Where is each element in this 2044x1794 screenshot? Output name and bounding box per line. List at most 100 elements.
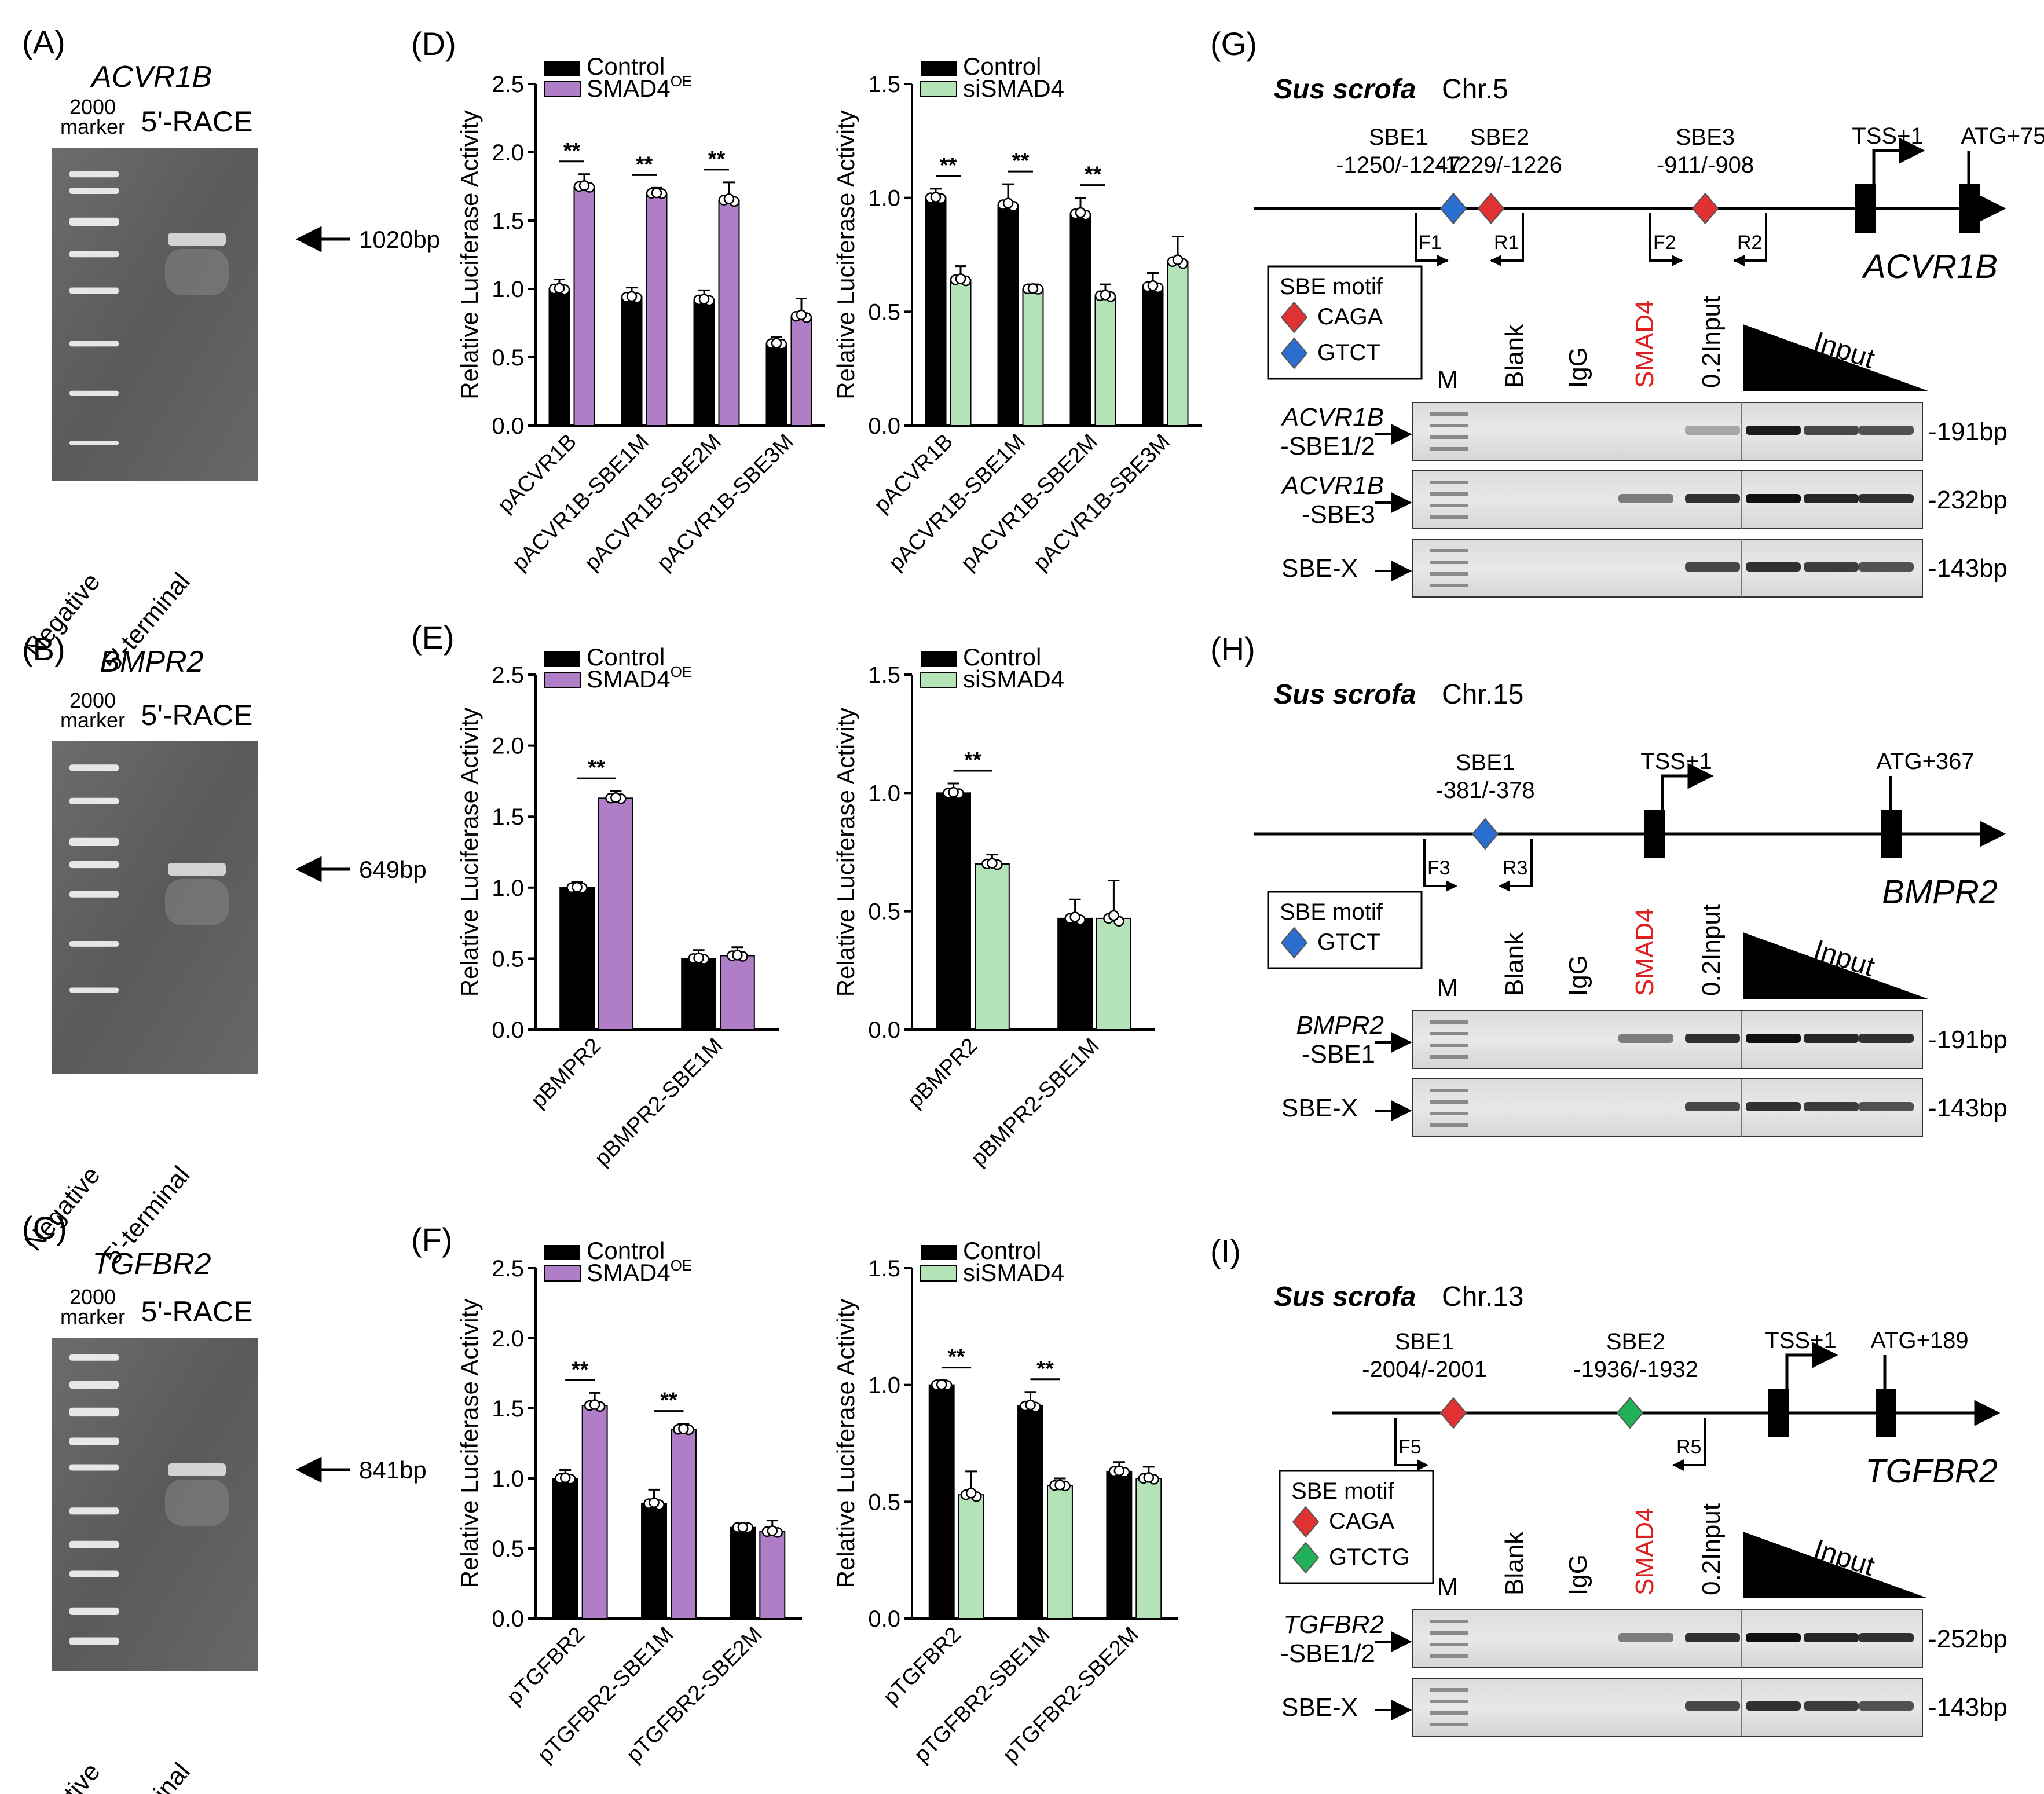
data-point xyxy=(1100,290,1111,301)
bar xyxy=(548,288,570,426)
significance-marker: ** xyxy=(948,1345,965,1370)
tss-label: TSS+1 xyxy=(1640,749,1712,774)
x-tick-label: pACVR1B-SBE2M xyxy=(957,430,1102,576)
significance-marker: ** xyxy=(708,147,726,171)
sbe-site-position: -911/-908 xyxy=(1657,152,1754,178)
sbe-site-diamond xyxy=(1292,1506,1320,1538)
bar xyxy=(681,958,716,1031)
species-title: Sus scrofa xyxy=(1274,1282,1416,1312)
y-tick-label: 0.5 xyxy=(492,946,524,972)
lane-label: 0.2Input xyxy=(1697,296,1726,388)
y-tick-label: 2.0 xyxy=(492,734,524,759)
ladder-band xyxy=(69,1570,119,1577)
significance-marker: ** xyxy=(636,152,653,177)
reverse-primer-label: R1 xyxy=(1494,232,1519,254)
data-point xyxy=(678,1423,689,1434)
motif-legend-label: GTCT xyxy=(1317,929,1380,955)
ladder-band xyxy=(69,861,119,869)
row-site-label: -SBE3 xyxy=(1302,500,1375,529)
y-axis-label: Relative Luciferase Activity xyxy=(832,1299,859,1588)
pcr-band xyxy=(1804,494,1859,503)
sample-band xyxy=(168,1463,226,1476)
ladder-band xyxy=(69,1507,119,1515)
y-tick-label: 1.5 xyxy=(492,1396,524,1422)
y-tick-label: 0.5 xyxy=(868,1489,900,1515)
reverse-primer xyxy=(1672,1418,1706,1471)
data-point xyxy=(1002,197,1014,209)
bar xyxy=(559,887,595,1031)
legend-label-control: Control xyxy=(963,643,1041,671)
bar xyxy=(1022,288,1044,426)
sbe-site-name: SBE2 xyxy=(1470,125,1529,150)
data-point xyxy=(737,1522,749,1533)
significance-marker: ** xyxy=(1036,1357,1054,1381)
reverse-primer xyxy=(1490,213,1524,266)
bar xyxy=(1047,1485,1073,1620)
sbe-site-diamond xyxy=(1691,192,1719,225)
row-gene-label: BMPR2 xyxy=(1296,1011,1384,1039)
y-tick-label: 1.5 xyxy=(868,662,900,688)
ladder-band xyxy=(69,1637,119,1645)
sbe-site-name: SBE2 xyxy=(1606,1329,1665,1354)
pcr-band xyxy=(1685,562,1740,572)
reverse-primer-label: R2 xyxy=(1737,232,1762,254)
bar xyxy=(958,1494,984,1620)
sbe-site-position: -1250/-1247 xyxy=(1336,152,1461,178)
y-tick-label: 1.0 xyxy=(492,277,524,302)
panel-label: (I) xyxy=(1210,1233,1241,1269)
sample-smear xyxy=(165,879,229,925)
legend-swatch-treatment xyxy=(544,1265,581,1282)
row-gene-label: SBE-X xyxy=(1281,1693,1358,1722)
lane-label: SMAD4 xyxy=(1631,1507,1659,1595)
bar xyxy=(641,1503,667,1620)
pcr-band xyxy=(1859,1701,1914,1711)
significance-marker: ** xyxy=(1012,149,1030,173)
band-size-label: -232bp xyxy=(1928,486,2008,514)
chip-gel-row: SBE-X -143bp xyxy=(1281,1678,2008,1737)
y-tick-label: 1.5 xyxy=(492,804,524,830)
pcr-band xyxy=(1804,562,1859,572)
forward-primer xyxy=(1394,1418,1428,1471)
y-axis-label: Relative Luciferase Activity xyxy=(456,1299,483,1588)
lane-label: SMAD4 xyxy=(1631,300,1659,388)
data-point xyxy=(698,294,710,305)
bar-chart-d-right: 0.0 0.5 1.0 1.5 Relative Luciferase Activity… xyxy=(832,53,1202,576)
band-size-label: 1020bp xyxy=(359,226,440,253)
lane-label-negative: Negative xyxy=(19,1758,105,1794)
pcr-band xyxy=(1746,494,1801,503)
ladder-band xyxy=(1430,1020,1468,1024)
tss-label: TSS+1 xyxy=(1765,1328,1836,1353)
data-point xyxy=(626,291,638,302)
sbe-site-diamond xyxy=(1439,1397,1467,1429)
ladder-band xyxy=(1430,424,1468,427)
reverse-primer xyxy=(1733,213,1767,266)
motif-legend-title: SBE motif xyxy=(1280,274,1383,299)
motif-legend-label: CAGA xyxy=(1317,304,1383,329)
atg-label: ATG+75 xyxy=(1961,123,2044,149)
ladder-band xyxy=(69,1464,119,1471)
chromosome-label: Chr.15 xyxy=(1442,679,1523,710)
y-axis-label: Relative Luciferase Activity xyxy=(456,708,483,997)
y-tick-label: 1.0 xyxy=(868,1373,900,1398)
y-tick-label: 1.0 xyxy=(868,186,900,211)
lane-label: Blank xyxy=(1500,932,1529,996)
data-point xyxy=(589,1399,600,1410)
legend-swatch-control xyxy=(921,651,957,667)
y-tick-label: 0.0 xyxy=(868,413,900,439)
forward-primer xyxy=(1423,839,1457,892)
ladder-band xyxy=(69,390,119,396)
sbe-site-position: -2004/-2001 xyxy=(1362,1357,1487,1382)
lane-label: IgG xyxy=(1564,1554,1592,1595)
gene-title: ACVR1B xyxy=(90,60,212,94)
forward-primer-label: F2 xyxy=(1653,232,1676,254)
ladder-band xyxy=(1430,412,1468,416)
y-tick-label: 0.0 xyxy=(492,1017,524,1043)
bar-chart-e-left: 0.0 0.5 1.0 1.5 2.0 2.5 Relative Luciferase Ac… xyxy=(456,643,779,1171)
pcr-band xyxy=(1685,1102,1740,1111)
pcr-band xyxy=(1746,562,1801,572)
gene-name: TGFBR2 xyxy=(1865,1452,1998,1490)
significance-marker: ** xyxy=(660,1389,677,1413)
chip-gel-row: SBE-X -143bp xyxy=(1281,539,2008,598)
species-title: Sus scrofa xyxy=(1274,74,1416,105)
